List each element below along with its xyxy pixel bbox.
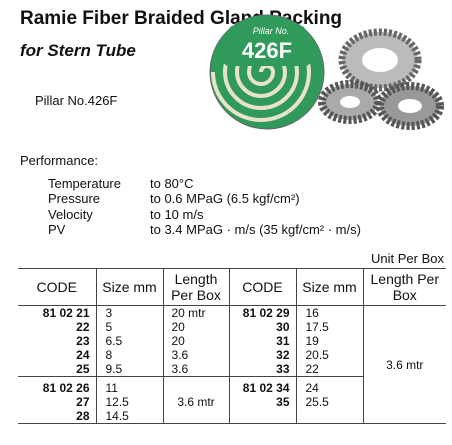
code: 81 02 34 [228,376,296,395]
size: 11 [95,376,163,395]
column-header: Size mm [295,268,363,306]
size: 25.5 [295,395,363,409]
code: 31 [228,334,296,348]
code: 23 [76,334,90,348]
empty-cell [228,409,296,424]
table-row: 81 02 21 3 20 mtr 81 02 29 16 3.6 mtr [18,305,446,424]
table-row: 23 6.5 20 31 19 [18,334,446,348]
size: 16 [295,305,363,320]
length: 20 [162,320,229,334]
table-row: 22 5 20 30 17.5 [18,320,446,334]
table-row: 28 14.5 [18,409,446,424]
length: 3.6 mtr [362,305,446,424]
length: 3.6 mtr [162,376,229,424]
size: 12.5 [95,395,163,409]
badge-label-bg [229,26,305,66]
size: 24 [295,376,363,395]
performance-value: to 80°C [150,176,194,191]
performance-value: to 0.6 MPaG (6.5 kgf/cm²) [150,191,300,207]
column-header: CODE [18,268,96,306]
spec-table: CODE Size mm Length Per Box CODE Size mm Leng… [18,268,446,424]
code: 22 [76,320,90,334]
code: 25 [76,362,90,376]
table-row: 25 9.5 3.6 33 22 [18,362,446,377]
performance-item: Pressure [48,191,101,207]
size: 19 [295,334,363,348]
code: 27 [76,395,90,409]
size: 9.5 [95,362,163,377]
column-header: Length Per Box [162,268,229,306]
code: 32 [228,348,296,362]
performance-item: Velocity [48,206,93,222]
performance-value: to 10 m/s [150,206,204,222]
code: 33 [228,362,296,377]
performance-label: Performance: [20,153,99,168]
size: 22 [295,362,363,377]
performance-item: Temperature [48,176,121,191]
size: 20.5 [295,348,363,362]
size: 17.5 [295,320,363,334]
length: 3.6 [162,348,229,362]
column-header: Size mm [95,268,163,306]
column-header: CODE [228,268,296,306]
code: 81 02 21 [42,306,90,320]
performance-value: to 3.4 MPaG · m/s (35 kgf/cm² · m/s) [150,221,361,237]
length: 20 mtr [162,305,229,320]
size: 3 [95,305,163,320]
product-images: Pillar No. 426F [209,14,444,130]
code: 81 02 29 [228,305,296,320]
code: 35 [228,395,296,409]
length: 3.6 [162,362,229,377]
size: 14.5 [95,409,163,424]
column-header: Length Per Box [362,268,446,306]
code: 24 [76,348,90,362]
size: 6.5 [95,334,163,348]
performance-item: PV [48,221,66,237]
packing-rings [318,28,444,130]
subtitle: for Stern Tube [20,41,136,60]
code: 30 [228,320,296,334]
table-row: 27 12.5 35 25.5 [18,395,446,409]
empty-cell [295,409,363,424]
unit-note: Unit Per Box [371,251,444,266]
table-row: 24 8 3.6 32 20.5 [18,348,446,362]
length: 20 [162,334,229,348]
code: 81 02 26 [18,376,96,395]
model: Pillar No.426F [35,93,118,108]
code: 28 [76,409,90,423]
table-row: 81 02 26 11 3.6 mtr 81 02 34 24 [18,376,446,424]
size: 8 [95,348,163,362]
badge-number: 426F [242,38,292,63]
badge-label: Pillar No. [253,26,290,36]
size: 5 [95,320,163,334]
